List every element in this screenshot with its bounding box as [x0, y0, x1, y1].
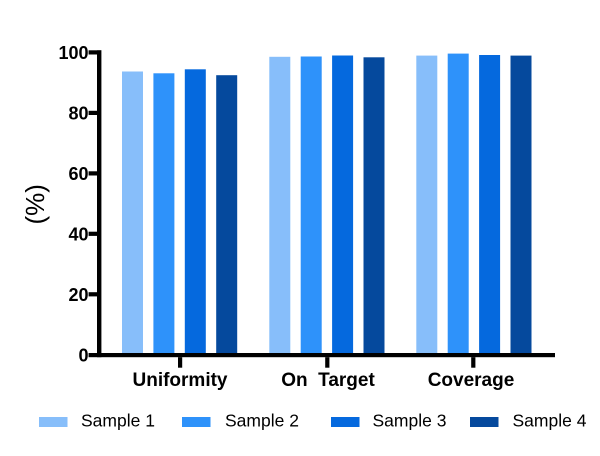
- svg-text:Sample 4: Sample 4: [513, 410, 587, 430]
- svg-text:60: 60: [68, 164, 88, 184]
- svg-text:Sample 3: Sample 3: [373, 410, 447, 430]
- svg-text:Uniformity: Uniformity: [133, 370, 228, 391]
- svg-text:80: 80: [68, 104, 88, 124]
- svg-text:40: 40: [68, 224, 88, 244]
- svg-text:Coverage: Coverage: [428, 370, 515, 391]
- svg-text:On Target: On Target: [281, 370, 375, 391]
- svg-text:Sample 2: Sample 2: [225, 410, 299, 430]
- svg-text:0: 0: [78, 345, 88, 365]
- svg-text:(%): (%): [20, 184, 50, 224]
- svg-text:Sample 1: Sample 1: [81, 410, 155, 430]
- svg-text:20: 20: [68, 285, 88, 305]
- svg-text:100: 100: [58, 43, 88, 63]
